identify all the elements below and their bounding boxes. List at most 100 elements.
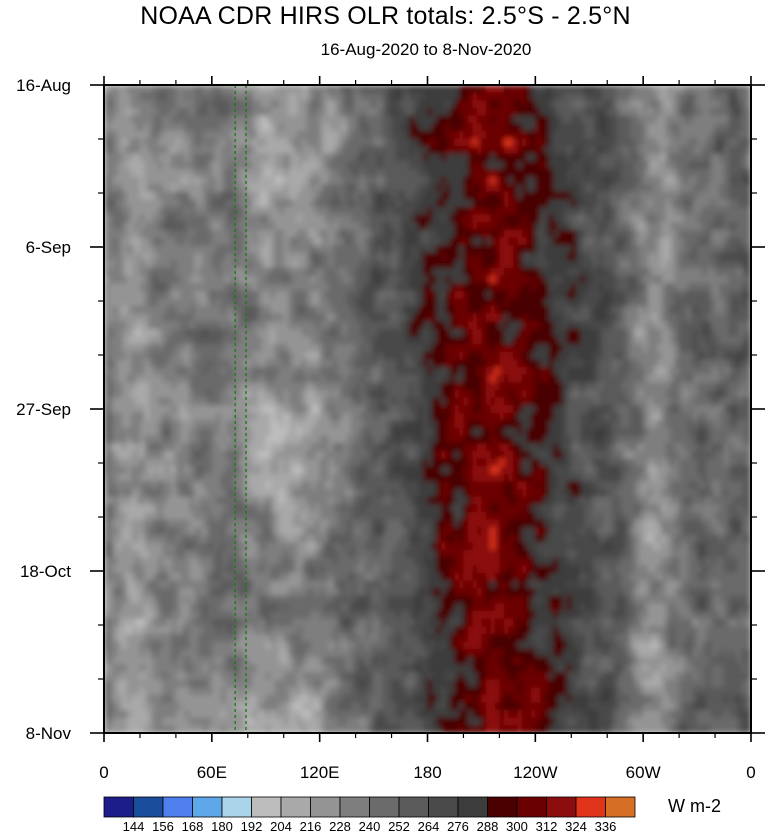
olr-cell	[202, 168, 208, 178]
olr-cell	[292, 161, 298, 170]
olr-cell	[566, 283, 572, 292]
olr-cell	[724, 313, 730, 322]
olr-cell	[580, 252, 586, 261]
olr-cell	[279, 298, 285, 307]
olr-cell	[135, 168, 141, 178]
olr-cell	[715, 107, 721, 117]
olr-cell	[724, 130, 730, 139]
olr-cell	[665, 123, 671, 132]
olr-cell	[292, 283, 298, 292]
olr-cell	[499, 306, 505, 315]
olr-cell	[458, 245, 465, 254]
olr-cell	[521, 222, 527, 231]
olr-cell	[490, 100, 496, 109]
olr-cell	[220, 290, 226, 300]
olr-cell	[571, 123, 577, 132]
olr-cell	[625, 222, 631, 231]
olr-cell	[252, 321, 258, 330]
olr-cell	[683, 245, 689, 254]
olr-cell	[364, 252, 370, 261]
olr-cell	[139, 130, 146, 139]
olr-cell	[530, 336, 536, 345]
olr-cell	[436, 168, 442, 178]
olr-cell	[229, 115, 235, 124]
olr-cell	[104, 168, 110, 178]
olr-cell	[557, 290, 563, 300]
olr-cell	[611, 168, 617, 178]
olr-cell	[211, 321, 217, 330]
olr-cell	[184, 252, 190, 261]
olr-cell	[458, 313, 465, 322]
olr-cell	[544, 283, 550, 292]
olr-cell	[692, 184, 698, 193]
olr-cell	[652, 306, 658, 315]
olr-cell	[445, 229, 451, 239]
olr-cell	[638, 306, 644, 315]
olr-cell	[737, 206, 743, 216]
olr-cell	[288, 130, 294, 139]
olr-cell	[679, 313, 685, 322]
olr-cell	[517, 283, 523, 292]
olr-cell	[526, 161, 532, 170]
olr-cell	[688, 267, 694, 277]
olr-cell	[369, 115, 375, 124]
olr-cell	[279, 321, 285, 330]
olr-cell	[616, 321, 622, 330]
olr-cell	[279, 275, 285, 284]
olr-cell	[414, 290, 420, 300]
olr-cell	[490, 107, 496, 117]
olr-cell	[584, 298, 590, 307]
olr-cell	[261, 290, 267, 300]
olr-cell	[562, 260, 568, 269]
olr-cell	[328, 115, 334, 124]
olr-cell	[544, 92, 550, 101]
olr-cell	[598, 283, 604, 292]
olr-cell	[467, 199, 474, 208]
olr-cell	[387, 145, 393, 155]
olr-cell	[629, 153, 635, 162]
olr-cell	[265, 290, 271, 300]
olr-cell	[135, 184, 141, 193]
olr-cell	[665, 92, 671, 101]
olr-cell	[661, 206, 667, 216]
olr-cell	[117, 336, 123, 345]
olr-cell	[175, 153, 181, 162]
olr-cell	[440, 161, 447, 170]
olr-cell	[211, 123, 217, 132]
olr-cell	[328, 222, 334, 231]
olr-cell	[445, 275, 451, 284]
olr-cell	[135, 313, 141, 322]
olr-cell	[490, 344, 496, 353]
olr-cell	[139, 107, 146, 117]
olr-cell	[710, 85, 716, 94]
olr-cell	[346, 222, 352, 231]
olr-cell	[625, 321, 631, 330]
olr-cell	[418, 123, 424, 132]
olr-cell	[620, 191, 626, 200]
olr-cell	[405, 283, 411, 292]
olr-cell	[611, 328, 617, 338]
olr-cell	[373, 275, 379, 284]
olr-cell	[301, 298, 307, 307]
olr-cell	[369, 229, 375, 239]
olr-cell	[265, 252, 271, 261]
olr-cell	[467, 267, 474, 277]
olr-cell	[656, 145, 662, 155]
olr-cell	[440, 283, 447, 292]
olr-cell	[216, 168, 222, 178]
olr-cell	[449, 275, 456, 284]
olr-cell	[503, 168, 509, 178]
olr-cell	[144, 313, 150, 322]
olr-cell	[544, 252, 550, 261]
olr-cell	[652, 92, 658, 101]
olr-cell	[274, 283, 280, 292]
olr-cell	[517, 275, 523, 284]
olr-cell	[126, 100, 132, 109]
olr-cell	[589, 92, 595, 101]
olr-cell	[661, 92, 667, 101]
olr-cell	[449, 191, 456, 200]
olr-cell	[679, 237, 685, 246]
olr-cell	[737, 176, 743, 185]
olr-cell	[427, 229, 433, 239]
olr-cell	[351, 229, 357, 239]
